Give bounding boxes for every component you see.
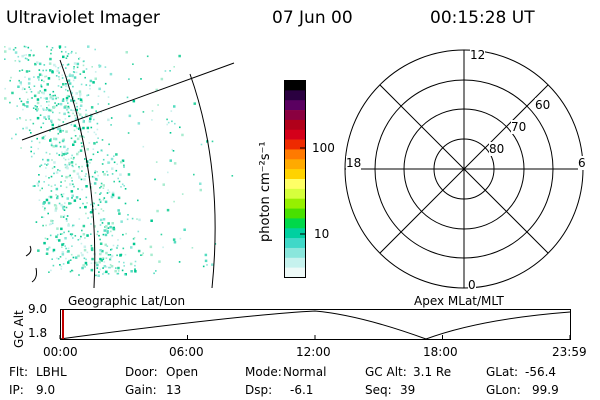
ip-value: 9.0 [36,383,56,397]
lat-label-60: 60 [535,98,551,112]
alt-tick-1-8: 1.8 [28,326,48,340]
time-tick-1200: 12:00 [296,345,331,359]
colorbar-cell [284,149,306,160]
colorbar-cell [284,90,306,101]
colorbar-cell [284,169,306,180]
colorbar-tick-label-100: 100 [312,141,335,155]
door-label: Door: [125,365,158,379]
time-tick-0000: 00:00 [43,345,78,359]
coastline-fragment [25,245,32,257]
colorbar-cell [284,110,306,121]
apex-polar-grid [344,49,584,289]
time-label: 00:15:28 UT [430,8,535,28]
gain-label: Gain: [125,383,157,397]
colorbar-cell [284,80,306,91]
mode-label: Mode: [245,365,282,379]
seq-label: Seq: [365,383,392,397]
mlt-label-0: 0 [468,278,476,292]
date-label: 07 Jun 00 [272,8,353,28]
dsp-value: -6.1 [290,383,314,397]
flt-value: LBHL [36,365,67,379]
colorbar-cell [284,218,306,229]
colorbar-cell [284,129,306,140]
geographic-panel-label: Geographic Lat/Lon [68,294,186,308]
altitude-timeline-plot [59,309,571,340]
aurora-emission-pixels [4,45,234,277]
instrument-title: Ultraviolet Imager [6,8,160,28]
polar-axis-diagonal [379,84,549,254]
colorbar-cell [284,228,306,239]
mlt-label-12: 12 [470,48,486,62]
gcalt-label: GC Alt: [365,365,407,379]
glat-value: -56.4 [525,365,557,379]
time-tick-2359: 23:59 [552,345,587,359]
lat-label-80: 80 [489,142,505,156]
time-tick-1800: 18:00 [423,345,458,359]
geographic-image-panel [4,45,235,289]
colorbar-cell [284,139,306,150]
glon-label: GLon: [486,383,521,397]
colorbar-cell [284,247,306,259]
color-bar [284,80,306,278]
altitude-curve [59,310,571,340]
colorbar-cell [284,238,306,249]
colorbar-cell [284,198,306,209]
apex-panel-label: Apex MLat/MLT [414,294,504,308]
time-tick-0600: 06:00 [169,345,204,359]
seq-value: 39 [400,383,416,397]
colorbar-cell [284,119,306,131]
mode-value: Normal [283,365,327,379]
colorbar-cell [284,267,306,278]
mlt-label-6: 6 [578,156,586,170]
colorbar-cell [284,188,306,199]
gain-value: 13 [166,383,182,397]
door-value: Open [166,365,199,379]
colorbar-cell [284,179,306,190]
alt-tick-9: 9.0 [28,302,48,316]
ip-label: IP: [9,383,24,397]
flt-label: Flt: [9,365,28,379]
dsp-label: Dsp: [245,383,273,397]
colorbar-tick-label-10: 10 [314,227,330,241]
colorbar-cell [284,159,306,170]
geo-latitude-line [21,62,235,141]
geo-longitude-line-west [59,59,96,289]
mlt-label-18: 18 [346,156,362,170]
colorbar-cell [284,257,306,268]
glat-label: GLat: [486,365,519,379]
geo-longitude-line-east [189,73,216,289]
lat-label-70: 70 [511,120,527,134]
alt-axis-label: GC Alt [12,310,26,348]
coastline-fragment [31,267,37,283]
colorbar-cell [284,100,306,111]
colorbar-unit-label: photon cm⁻²s⁻¹ [258,141,273,242]
glon-value: 99.9 [532,383,559,397]
gcalt-value: 3.1 Re [413,365,452,379]
colorbar-cell [284,208,306,219]
